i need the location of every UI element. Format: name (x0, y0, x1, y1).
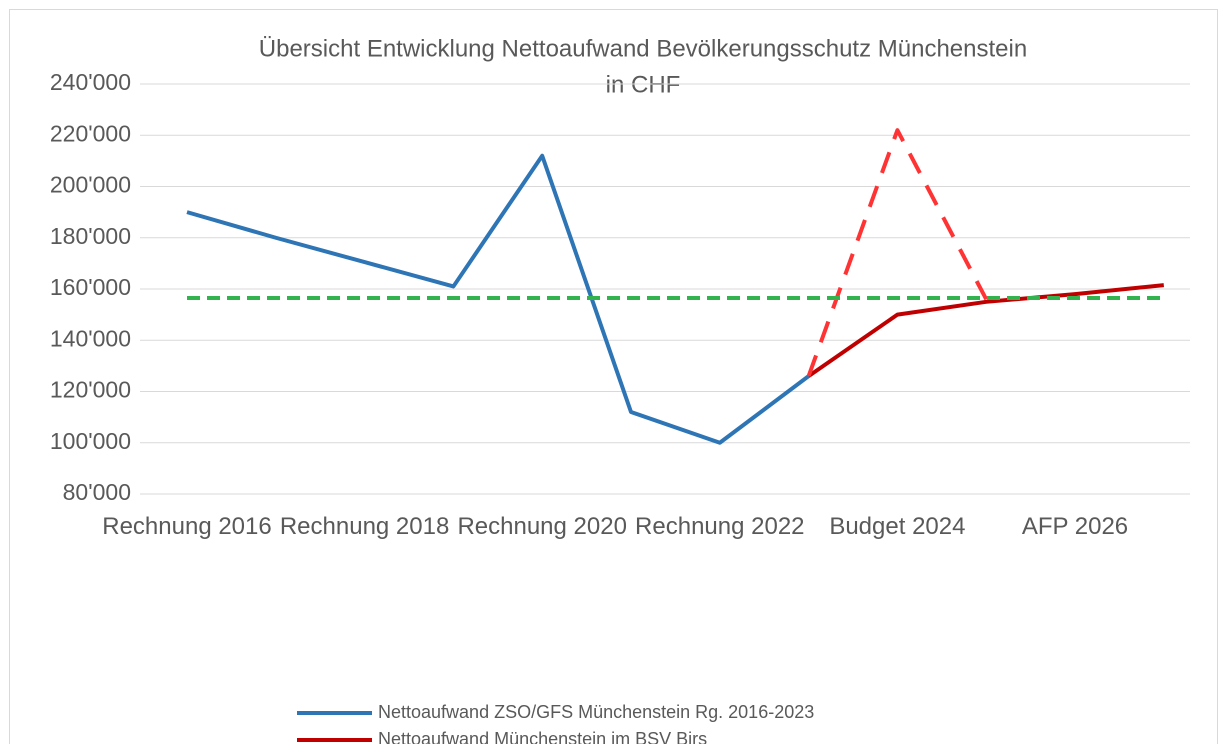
chart-title: Übersicht Entwicklung Nettoaufwand Bevöl… (259, 35, 1027, 62)
x-tick-label: AFP 2026 (1021, 513, 1129, 540)
y-tick-label: 240'000 (50, 69, 131, 95)
legend-label: Nettoaufwand Münchenstein im BSV Birs (378, 729, 707, 744)
x-tick-label: Rechnung 2020 (457, 513, 627, 540)
y-tick-label: 220'000 (50, 120, 131, 146)
y-tick-label: 200'000 (50, 172, 131, 198)
y-tick-label: 140'000 (50, 325, 131, 351)
x-tick-label: Rechnung 2018 (279, 513, 450, 540)
chart-subtitle: in CHF (606, 71, 681, 98)
legend-label: Nettoaufwand ZSO/GFS Münchenstein Rg. 20… (378, 702, 814, 722)
y-tick-label: 80'000 (63, 479, 131, 505)
series-line (807, 283, 1165, 378)
x-tick-label: Budget 2024 (829, 513, 966, 540)
x-tick-label: Rechnung 2022 (635, 513, 805, 540)
series-line (806, 128, 988, 377)
x-tick-label: Rechnung 2016 (102, 513, 272, 540)
y-tick-label: 180'000 (50, 223, 131, 249)
y-tick-label: 160'000 (50, 274, 131, 300)
y-tick-label: 100'000 (50, 428, 131, 454)
chart-frame (9, 9, 1218, 744)
series-line (186, 153, 810, 445)
y-tick-label: 120'000 (50, 377, 131, 403)
